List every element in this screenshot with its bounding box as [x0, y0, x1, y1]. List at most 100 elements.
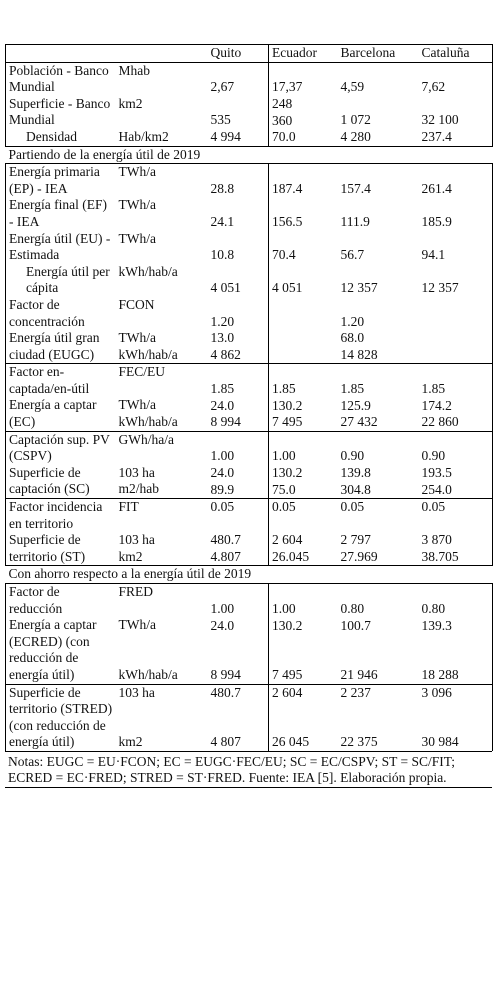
value-cell: 174.2 22 860: [418, 397, 493, 432]
cell-line: 7 495: [272, 666, 303, 682]
row-unit: GWh/ha/a: [115, 430, 208, 465]
value-cell: 535: [210, 112, 231, 128]
cell-line: 26 045: [272, 734, 310, 750]
cell-line: kWh/hab/a: [118, 414, 178, 430]
cell-line: TWh/a: [118, 330, 156, 346]
value-cell: 1.85: [337, 363, 419, 398]
row-label: Energía primaria (EP) - IEA: [5, 163, 116, 198]
row-label: Energía a captar (ECRED) (con reducción …: [5, 617, 116, 685]
row-label: Superficie de territorio (ST): [5, 532, 116, 566]
cell-line: 2 604: [272, 532, 303, 548]
value-cell: 237.4: [418, 128, 493, 147]
column-header: Ecuador: [268, 44, 338, 63]
cell-stack: 174.2 22 860: [422, 398, 490, 431]
row-label: Población - Banco Mundial: [5, 61, 116, 96]
cell-line: kWh/hab/a: [118, 346, 178, 362]
cell-line: 21 946: [340, 666, 378, 682]
cell-line: 100.7: [340, 617, 371, 633]
value-cell: 0.90: [337, 430, 419, 465]
cell-line: 2 604: [272, 684, 303, 700]
value-cell: 480.7 4 807: [207, 683, 269, 751]
cell-line: 14 828: [340, 346, 378, 362]
group: Factor de reducción FRED 1.00 1.00 0.80 0.80 E…: [5, 583, 493, 685]
value-cell: 157.4: [337, 163, 419, 198]
cell-line: 38.705: [421, 549, 459, 564]
cell-stack: 3 870 38.705: [422, 532, 490, 565]
cell-stack: 103 ha m2/hab: [119, 465, 205, 498]
data-table: Quito Ecuador Barcelona Cataluña Población -…: [5, 44, 493, 751]
cell-line: 103 ha: [118, 532, 155, 548]
cell-stack: 480.7 4 807: [211, 685, 266, 751]
cell-stack: 13.0 4 862: [211, 330, 266, 363]
value-cell: 2 604 26 045: [268, 683, 338, 751]
table-row: Superficie - Banco Mundial km2 535 248 360 1 …: [5, 95, 493, 129]
group: Factor incidencia en territorio FIT 0.05 0.…: [5, 498, 493, 566]
value-cell: 24.0 8 994: [208, 397, 269, 431]
table-row: Energía a captar (ECRED) (con reducción …: [5, 617, 493, 685]
value-cell: 1.00: [207, 583, 269, 618]
row-unit: FEC/EU: [115, 363, 208, 398]
table-row: Superficie de territorio (STRED) (con re…: [5, 683, 493, 751]
section-heading: Con ahorro respecto a la energía útil de…: [5, 565, 493, 584]
cell-line: 130.2: [272, 397, 303, 413]
cell-stack: 139.8 304.8: [341, 465, 416, 498]
value-cell: 0.05: [418, 498, 493, 533]
table-wrapper: Quito Ecuador Barcelona Cataluña Población -…: [5, 44, 493, 788]
value-cell: [268, 296, 338, 331]
cell-line: 75.0: [272, 481, 296, 497]
value-cell: 2 797 27.969: [338, 532, 419, 566]
cell-line: 27 432: [340, 414, 378, 430]
value-cell: 4 051: [210, 280, 241, 296]
row-label: Superficie de territorio (STRED) (con re…: [5, 683, 116, 751]
cell-line: 4.807: [210, 549, 241, 564]
cell-line: 22 860: [421, 414, 459, 430]
value-cell: 70.4: [268, 230, 338, 264]
section-row: Con ahorro respecto a la energía útil de…: [5, 565, 493, 584]
header-group: Quito Ecuador Barcelona Cataluña: [5, 44, 493, 63]
table-row: Energía útil per cápita kWh/hab/a 4 051 4 0…: [5, 263, 493, 297]
value-cell: 2 604 26.045: [268, 532, 338, 566]
value-cell: 2,67: [207, 61, 269, 96]
row-unit: 103 ha m2/hab: [116, 465, 208, 499]
value-cell: [418, 296, 493, 331]
cell-line: 24.0: [210, 617, 235, 633]
table-row: Energía primaria (EP) - IEA TWh/a 28.8 187.…: [5, 163, 493, 198]
row-label: Factor incidencia en territorio: [5, 498, 116, 533]
row-unit: Hab/km2: [118, 128, 169, 144]
cell-line: 480.7: [210, 684, 241, 700]
value-cell: 4 280: [340, 128, 371, 144]
column-header: Cataluña: [418, 44, 493, 63]
group: Superficie de territorio (STRED) (con re…: [5, 683, 493, 751]
value-cell: 156.5: [268, 197, 338, 231]
notes: Notas: EUGC = EU·FCON; EC = EUGC·FEC/EU;…: [5, 750, 492, 788]
value-cell: 7,62: [418, 61, 493, 96]
row-label: Factor en-captada/en-útil: [5, 363, 116, 398]
value-cell: 0.80: [418, 583, 493, 618]
cell-stack: 103 ha km2: [119, 532, 205, 565]
cell-line: 4 862: [210, 346, 241, 362]
row-label: Factor de concentración: [5, 296, 116, 331]
row-unit: TWh/a kWh/hab/a: [116, 617, 208, 684]
value-cell: 139.8 304.8: [338, 465, 419, 499]
value-cell: 24.0 8 994: [208, 617, 269, 684]
cell-line: 8 994: [210, 414, 241, 430]
value-cell: 1 072: [340, 112, 371, 128]
row-label: Energía final (EF) - IEA: [5, 197, 116, 231]
cell-line: 26.045: [272, 549, 310, 564]
row-unit: FIT: [115, 498, 208, 533]
cell-line: 3 870: [421, 532, 452, 548]
value-cell: 125.9 27 432: [338, 397, 419, 431]
row-unit: TWh/a kWh/hab/a: [116, 397, 208, 431]
value-cell: 68.0 14 828: [338, 330, 419, 364]
row-unit: Mhab: [115, 61, 208, 96]
header-cell: [5, 44, 116, 63]
value-cell: 0.05: [207, 498, 269, 533]
table-row: Densidad Hab/km2 4 994 70.0 4 280 237.4: [5, 128, 493, 147]
value-cell: 24.1: [210, 213, 235, 229]
value-cell: 56.7: [340, 247, 365, 263]
value-cell: 1.00: [207, 430, 269, 465]
value-cell: 193.5 254.0: [418, 464, 493, 499]
value-cell: 32 100: [418, 95, 493, 129]
value-cell: 12 357: [340, 280, 378, 296]
